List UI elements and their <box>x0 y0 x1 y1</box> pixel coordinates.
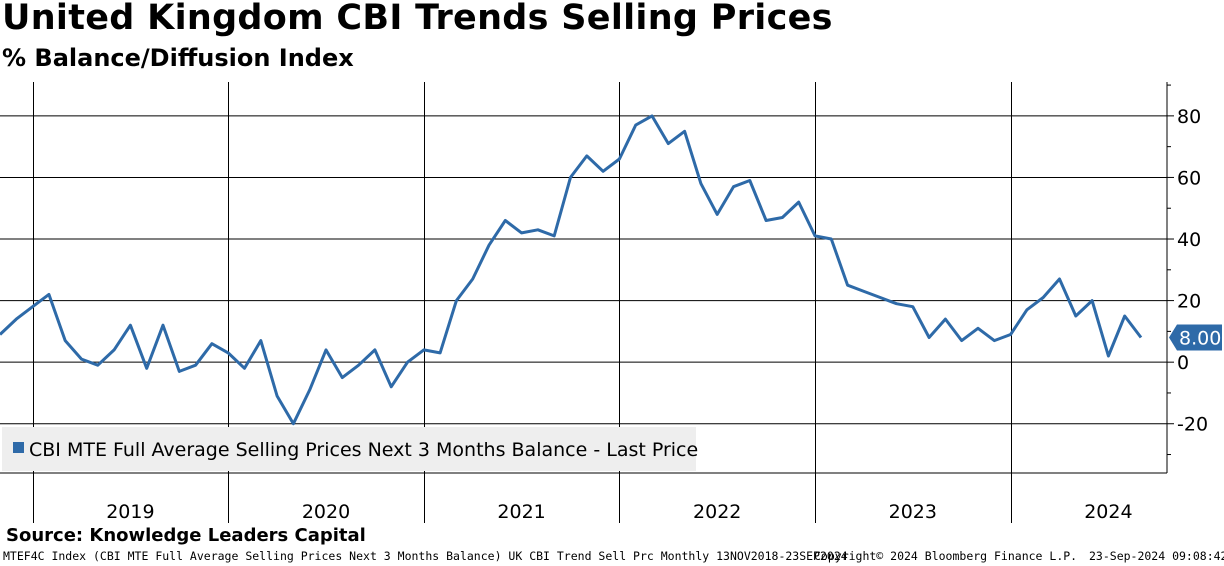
x-tick-label: 2021 <box>497 501 545 523</box>
y-tick-label: 20 <box>1177 291 1201 313</box>
x-tick-label: 2023 <box>889 501 937 523</box>
footer-timestamp: 23-Sep-2024 09:08:42 <box>1089 549 1224 563</box>
y-axis-ticks: -20 0 20 40 60 80 <box>1167 84 1208 456</box>
x-tick-label: 2024 <box>1084 501 1132 523</box>
legend: CBI MTE Full Average Selling Prices Next… <box>2 427 698 471</box>
footer-copyright: Copyright© 2024 Bloomberg Finance L.P. <box>814 549 1078 563</box>
last-value-tag: 8.00 <box>1169 324 1222 351</box>
chart-subtitle: % Balance/Diffusion Index <box>2 44 354 72</box>
legend-background <box>2 427 696 471</box>
last-value-tag-shape <box>1169 324 1222 351</box>
y-tick-label: 0 <box>1177 352 1189 374</box>
footer-description: MTEF4C Index (CBI MTE Full Average Selli… <box>3 549 848 563</box>
x-tick-label: 2019 <box>106 501 154 523</box>
x-tick-label: 2022 <box>693 501 741 523</box>
legend-label: CBI MTE Full Average Selling Prices Next… <box>29 439 698 461</box>
horizontal-gridlines <box>0 115 1167 425</box>
y-tick-label: -20 <box>1177 414 1208 436</box>
chart-title: United Kingdom CBI Trends Selling Prices <box>2 0 833 38</box>
y-tick-label: 60 <box>1177 167 1201 189</box>
last-value-label: 8.00 <box>1179 328 1221 350</box>
legend-swatch <box>13 442 24 453</box>
x-tick-label: 2020 <box>302 501 350 523</box>
source-note: Source: Knowledge Leaders Capital <box>6 525 366 546</box>
x-axis-ticks: 2019 2020 2021 2022 2023 2024 <box>106 501 1132 523</box>
y-tick-label: 80 <box>1177 106 1201 128</box>
series-line <box>0 114 1143 426</box>
y-tick-label: 40 <box>1177 229 1201 251</box>
